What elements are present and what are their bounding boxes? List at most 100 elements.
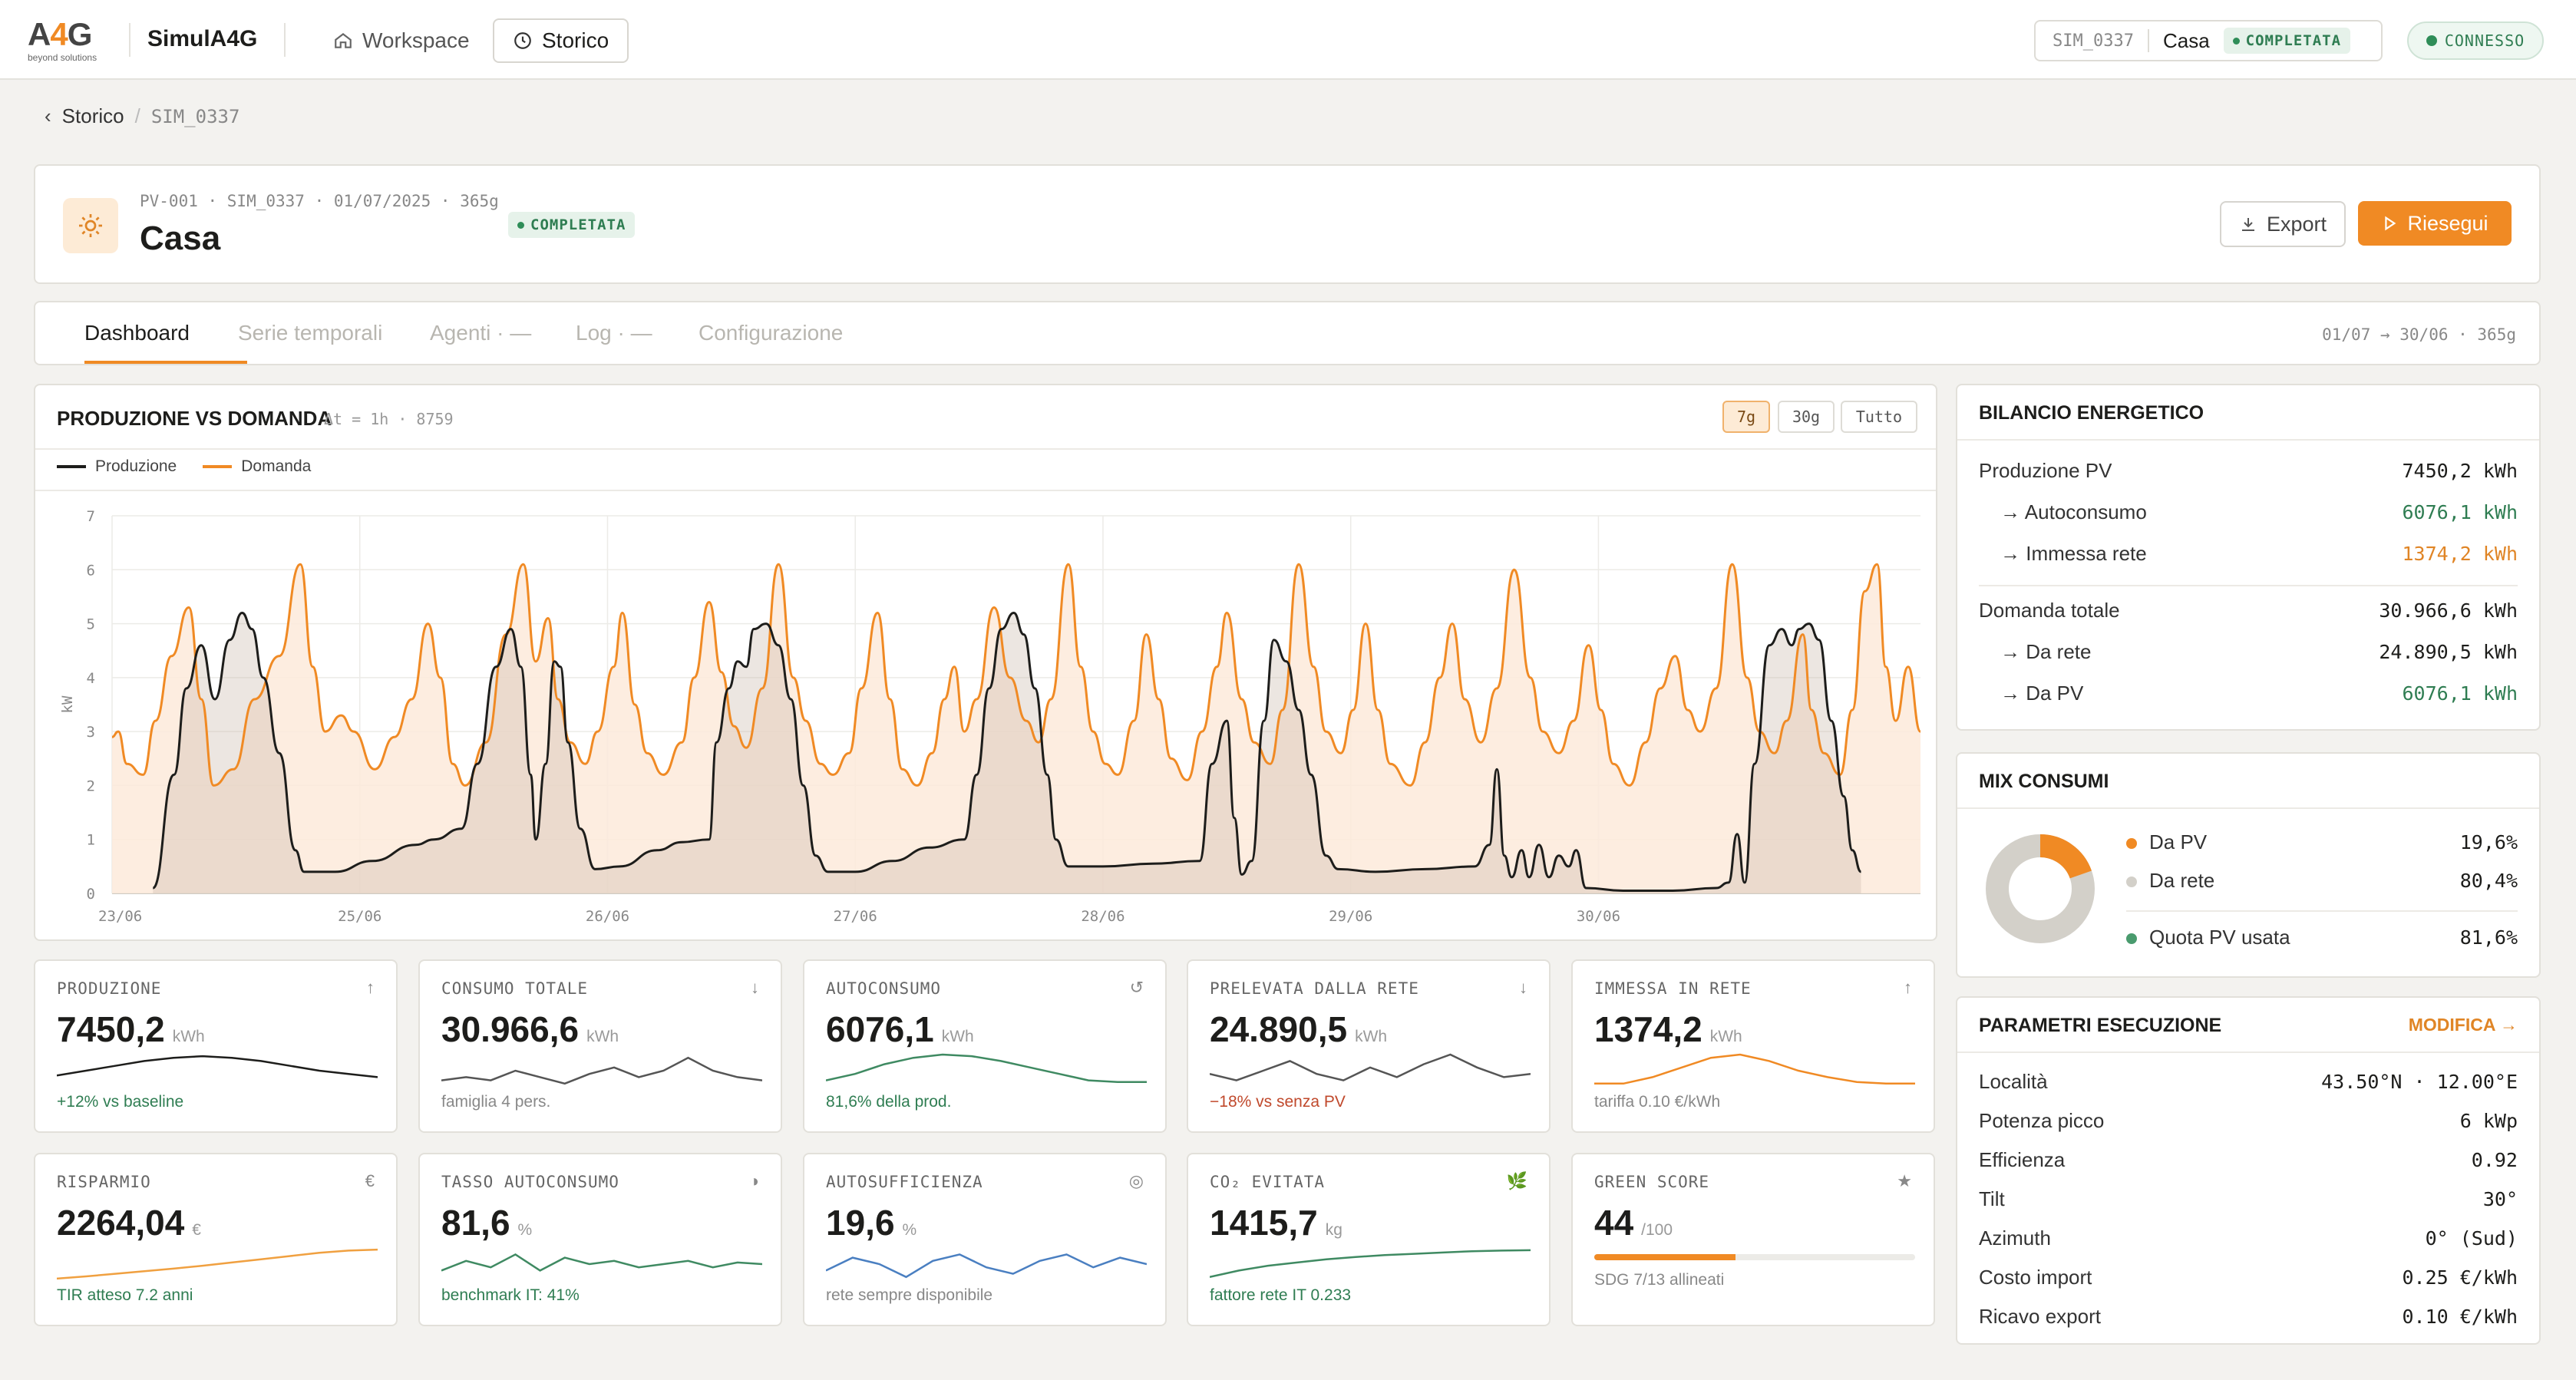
sparkline-path bbox=[441, 1253, 762, 1272]
tab-log[interactable]: Log · — bbox=[576, 321, 652, 345]
kpi-value: 81,6% bbox=[441, 1203, 533, 1243]
y-tick-label: 4 bbox=[87, 670, 95, 687]
kpi-note: +12% vs baseline bbox=[57, 1093, 184, 1111]
home-icon bbox=[335, 32, 352, 48]
sparkline-path bbox=[57, 1055, 378, 1078]
kpi-card-produzione[interactable]: PRODUZIONE ↑ 7450,2 kWh +12% vs baseline bbox=[34, 959, 398, 1133]
kpi-sparkline bbox=[1594, 1053, 1915, 1085]
kpi-icon: ↺ bbox=[1129, 978, 1144, 997]
kpi-card-prelevata-dalla-rete[interactable]: PRELEVATA DALLA RETE ↓ 24.890,5 kWh −18% vs … bbox=[1187, 959, 1551, 1133]
sun-icon bbox=[63, 198, 118, 253]
sparkline-path bbox=[57, 1248, 378, 1280]
y-tick-label: 2 bbox=[87, 777, 95, 794]
legend-domanda[interactable]: Domanda bbox=[203, 457, 311, 476]
balance-row: → Immessa rete 1374,2 kWh bbox=[2000, 542, 2518, 565]
y-tick-label: 5 bbox=[87, 616, 95, 633]
kpi-card-autosufficienza[interactable]: AUTOSUFFICIENZA ◎ 19,6% rete sempre disponi… bbox=[803, 1153, 1167, 1326]
donut-slice-pv bbox=[1986, 834, 2095, 943]
tab-agenti[interactable]: Agenti · — bbox=[430, 321, 532, 345]
kpi-label: GREEN SCORE bbox=[1594, 1173, 1710, 1191]
demand-area bbox=[112, 564, 1920, 893]
sparkline-path bbox=[826, 1253, 1147, 1279]
kpi-sparkline bbox=[1210, 1249, 1531, 1279]
kpi-card-consumo-totale[interactable]: CONSUMO TOTALE ↓ 30.966,6 kWh famiglia 4 per… bbox=[418, 959, 782, 1133]
x-tick-label: 27/06 bbox=[834, 908, 877, 925]
green-score-bar bbox=[1594, 1254, 1915, 1260]
chart-legend: Produzione Domanda bbox=[57, 457, 311, 476]
kpi-icon: ◎ bbox=[1128, 1171, 1144, 1190]
kpi-label: CONSUMO TOTALE bbox=[441, 979, 589, 998]
range-30g-button[interactable]: 30g bbox=[1778, 401, 1835, 433]
kpi-icon: € bbox=[365, 1171, 375, 1190]
balance-row: → Da rete 24.890,5 kWh bbox=[2000, 640, 2518, 663]
legend-produzione[interactable]: Produzione bbox=[57, 457, 177, 476]
range-all-button[interactable]: Tutto bbox=[1841, 401, 1917, 433]
rerun-button[interactable]: Riesegui bbox=[2358, 201, 2512, 246]
kpi-card-green-score[interactable]: GREEN SCORE ★ 44/100 SDG 7/13 allineati bbox=[1571, 1153, 1935, 1326]
series-line-domanda bbox=[111, 563, 1922, 787]
page-title: Casa bbox=[140, 220, 221, 257]
export-button[interactable]: Export bbox=[2220, 201, 2346, 247]
logo[interactable]: A4G beyond solutions bbox=[28, 16, 97, 64]
chevron-left-icon[interactable]: ‹ bbox=[45, 104, 51, 127]
kpi-card-immessa-in-rete[interactable]: IMMESSA IN RETE ↑ 1374,2 kWh tariffa 0.10 €/… bbox=[1571, 959, 1935, 1133]
consumption-mix-card: MIX CONSUMI Da PV 19,6% Da rete 80,4% Quot… bbox=[1956, 752, 2541, 978]
param-row: Località 43.50°N · 12.00°E bbox=[1979, 1070, 2518, 1093]
chart-title: PRODUZIONE VS DOMANDA bbox=[57, 407, 332, 430]
kpi-value: 2264,04 € bbox=[57, 1203, 201, 1243]
kpi-card-risparmio[interactable]: RISPARMIO €2264,04 € TIR atteso 7.2 anni bbox=[34, 1153, 398, 1326]
kpi-sparkline bbox=[1210, 1053, 1531, 1081]
production-area bbox=[153, 612, 1861, 893]
kpi-note: TIR atteso 7.2 anni bbox=[57, 1286, 193, 1304]
kpi-note: 81,6% della prod. bbox=[826, 1093, 952, 1111]
param-row: Ricavo export 0.10 €/kWh bbox=[1979, 1305, 2518, 1328]
kpi-icon: ↓ bbox=[1519, 978, 1527, 997]
kpi-icon: 🌿 bbox=[1506, 1171, 1527, 1190]
nav-workspace[interactable]: Workspace bbox=[315, 18, 488, 63]
kpi-note: SDG 7/13 allineati bbox=[1594, 1271, 1725, 1289]
kpi-value: 1415,7 kg bbox=[1210, 1203, 1342, 1243]
sparkline-path bbox=[1594, 1053, 1915, 1085]
kpi-note: benchmark IT: 41% bbox=[441, 1286, 580, 1304]
chart-plot-area[interactable]: 0 1 2 3 4 5 6 7 23/06 25/06 26/06 27/06 28/06 29/06 30… bbox=[35, 493, 1936, 941]
x-tick-label: 30/06 bbox=[1577, 908, 1620, 925]
kpi-note: −18% vs senza PV bbox=[1210, 1093, 1346, 1111]
nav-storico[interactable]: Storico bbox=[493, 18, 629, 63]
kpi-card-autoconsumo[interactable]: AUTOCONSUMO ↺ 6076,1 kWh 81,6% della prod. bbox=[803, 959, 1167, 1133]
date-range: 01/07 → 30/06 · 365g bbox=[2322, 325, 2516, 344]
green-score-fill bbox=[1594, 1254, 1735, 1260]
breadcrumb-back[interactable]: Storico bbox=[61, 104, 124, 127]
tab-configurazione[interactable]: Configurazione bbox=[698, 321, 844, 345]
sparkline-path bbox=[1210, 1053, 1531, 1081]
simulation-header: PV-001 · SIM_0337 · 01/07/2025 · 365g Ca… bbox=[34, 164, 2541, 284]
kpi-label: CO₂ EVITATA bbox=[1210, 1173, 1326, 1191]
tab-serie-temporali[interactable]: Serie temporali bbox=[238, 321, 383, 345]
status-badge: COMPLETATA bbox=[2223, 28, 2351, 54]
kpi-note: tariffa 0.10 €/kWh bbox=[1594, 1093, 1721, 1111]
kpi-card-tasso-autoconsumo[interactable]: TASSO AUTOCONSUMO ◑ 81,6% benchmark IT: 41% bbox=[418, 1153, 782, 1326]
kpi-card-co-evitata[interactable]: CO₂ EVITATA 🌿 1415,7 kg fattore rete IT 0.23… bbox=[1187, 1153, 1551, 1326]
tab-dashboard[interactable]: Dashboard bbox=[84, 321, 190, 345]
param-row: Efficienza 0.92 bbox=[1979, 1148, 2518, 1171]
range-7g-button[interactable]: 7g bbox=[1722, 401, 1770, 433]
kpi-value: 24.890,5 kWh bbox=[1210, 1009, 1388, 1049]
y-axis-label: kW bbox=[59, 695, 76, 713]
clock-icon bbox=[514, 32, 531, 49]
execution-params-title: PARAMETRI ESECUZIONE bbox=[1979, 1015, 2222, 1036]
kpi-icon: ↑ bbox=[1904, 978, 1912, 997]
kpi-label: AUTOCONSUMO bbox=[826, 979, 942, 998]
kpi-label: IMMESSA IN RETE bbox=[1594, 979, 1752, 998]
kpi-note: fattore rete IT 0.233 bbox=[1210, 1286, 1352, 1304]
kpi-sparkline bbox=[441, 1253, 762, 1272]
balance-row: → Da PV 6076,1 kWh bbox=[2000, 682, 2518, 705]
param-row: Azimuth 0° (Sud) bbox=[1979, 1226, 2518, 1250]
edit-params-link[interactable]: MODIFICA → bbox=[2408, 1015, 2518, 1035]
x-tick-label: 29/06 bbox=[1329, 908, 1372, 925]
execution-params-card: PARAMETRI ESECUZIONE MODIFICA → Località… bbox=[1956, 996, 2541, 1345]
sparkline-path bbox=[441, 1056, 762, 1085]
current-simulation-chip[interactable]: SIM_0337 Casa COMPLETATA bbox=[2034, 20, 2383, 61]
consumption-mix-title: MIX CONSUMI bbox=[1979, 771, 2109, 792]
download-icon bbox=[2241, 218, 2254, 231]
kpi-label: TASSO AUTOCONSUMO bbox=[441, 1173, 619, 1191]
y-tick-label: 6 bbox=[87, 562, 95, 579]
